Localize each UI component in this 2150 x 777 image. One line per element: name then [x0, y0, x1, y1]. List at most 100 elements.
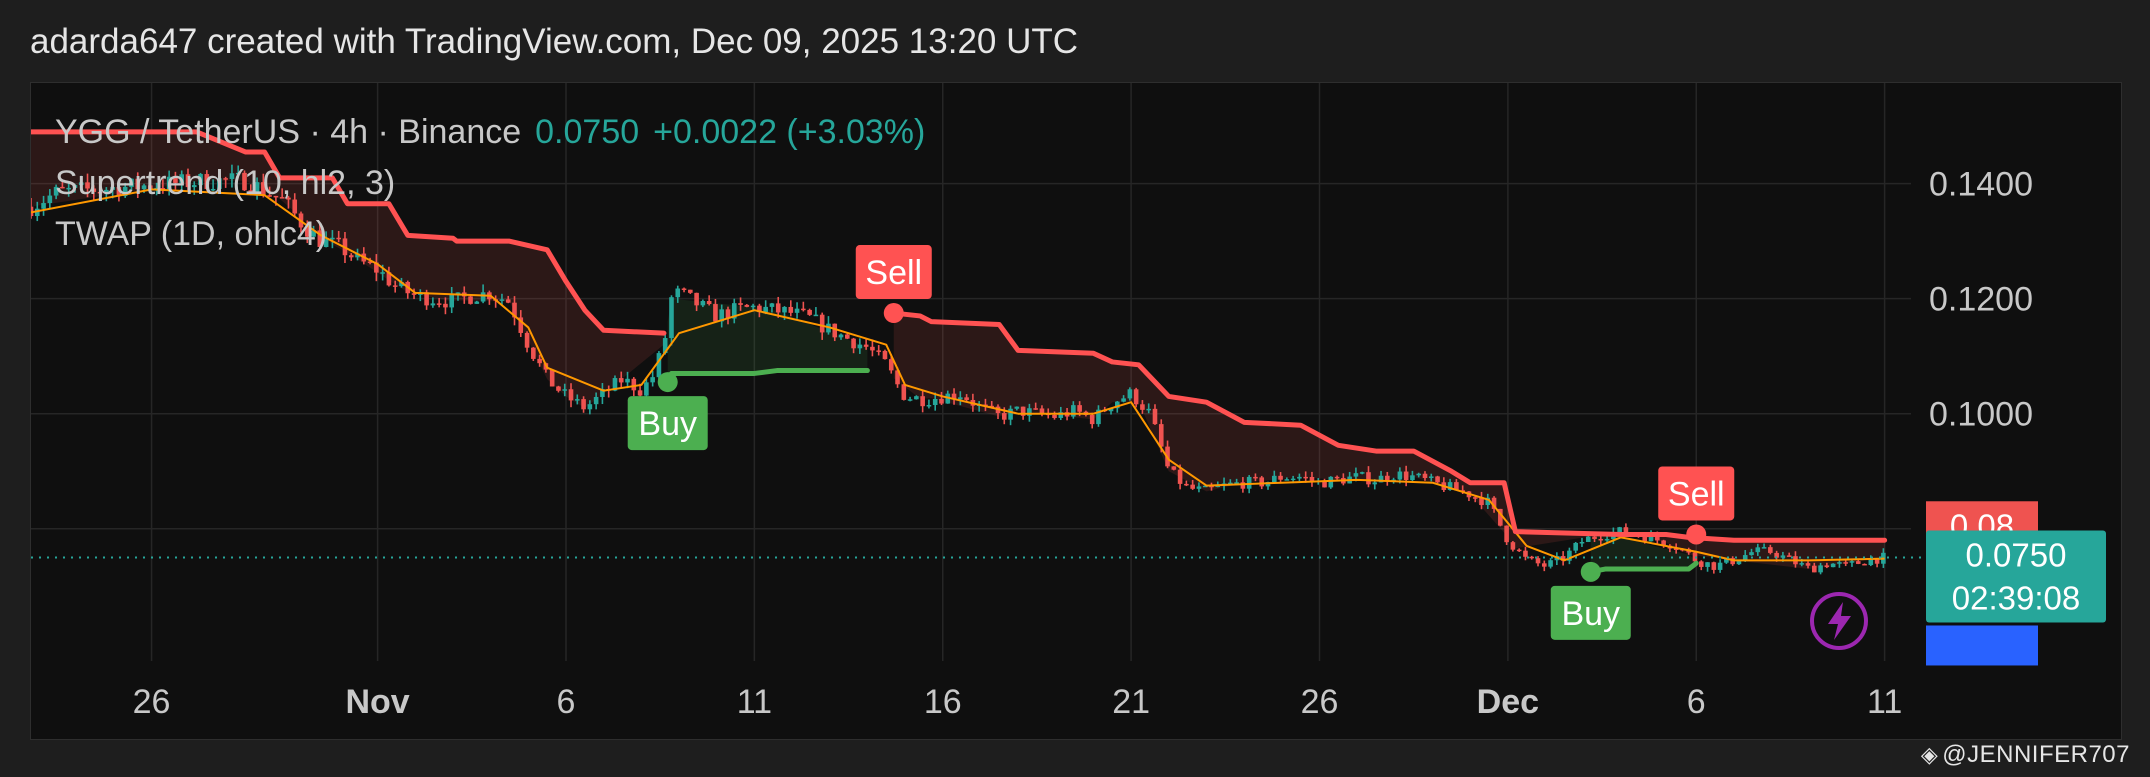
candle-body: [1592, 536, 1597, 539]
footer-brand: ◈ @JENNIFER707: [1921, 741, 2130, 769]
candle-body: [1849, 561, 1855, 563]
candle-body: [926, 405, 932, 407]
candle-body: [1774, 552, 1779, 558]
candle-body: [1529, 556, 1535, 559]
candle-body: [443, 303, 448, 308]
candle-body: [1567, 550, 1572, 561]
legend-symbol-row[interactable]: YGG / TetherUS · 4h · Binance 0.0750 +0.00…: [55, 107, 925, 158]
candle-body: [430, 303, 436, 306]
candle-body: [1730, 558, 1735, 565]
signal-badge: [1550, 585, 1631, 640]
candle-body: [323, 239, 329, 248]
candle-body: [694, 292, 699, 306]
candle-body: [1485, 497, 1491, 506]
candle-body: [1510, 542, 1516, 550]
price-chart[interactable]: Buy Sell Buy Sell 0.1400 0.1200 0.1000 26 Nov 6 1…: [31, 83, 2122, 740]
candle-body: [304, 227, 310, 237]
candle-body: [920, 396, 925, 407]
attribution-text: adarda647 created with TradingView.com, …: [30, 22, 1079, 61]
candle-body: [210, 188, 216, 191]
candle-body: [531, 347, 536, 359]
candle-body: [669, 297, 674, 339]
legend-supertrend[interactable]: Supertrend (10, hl2, 3): [55, 164, 396, 202]
candle-body: [1422, 473, 1428, 479]
candle-body: [1039, 408, 1045, 414]
footer-brand-text: @JENNIFER707: [1942, 741, 2130, 768]
legend-symbol: YGG / TetherUS · 4h · Binance: [55, 113, 522, 151]
candle-body: [1202, 485, 1208, 488]
candle-body: [229, 173, 235, 179]
candle-body: [524, 332, 530, 348]
candle-body: [512, 302, 517, 318]
candle-body: [1253, 476, 1258, 479]
candle-body: [1749, 552, 1754, 556]
candle-body: [1121, 398, 1126, 402]
lightning-bolt-icon[interactable]: [1810, 592, 1868, 650]
candle-body: [254, 182, 260, 194]
candle-body: [813, 314, 819, 317]
candle-body: [1780, 555, 1786, 558]
candle-body: [367, 261, 373, 263]
candle-body: [1830, 563, 1836, 568]
candle-body: [191, 185, 197, 188]
candle-body: [782, 306, 787, 313]
candle-body: [1152, 408, 1158, 425]
candle-body: [901, 384, 907, 400]
candle-body: [882, 350, 888, 360]
candle-body: [637, 390, 643, 396]
candle-body: [581, 399, 586, 410]
candle-body: [1171, 466, 1177, 470]
candle-body: [1736, 561, 1742, 565]
signal-badge: [1658, 466, 1735, 521]
candle-body: [1504, 525, 1509, 543]
chart-panel[interactable]: Buy Sell Buy Sell 0.1400 0.1200 0.1000 26 Nov 6 1…: [30, 82, 2122, 740]
candle-body: [1033, 408, 1038, 410]
candle-body: [1435, 476, 1440, 483]
candle-body: [166, 176, 172, 190]
candle-body: [273, 195, 279, 198]
candle-body: [223, 178, 228, 180]
candle-body: [1523, 550, 1528, 557]
candle-body: [1585, 536, 1591, 542]
alert-bolt: [1828, 602, 1851, 640]
signal-label: Buy: [638, 405, 697, 443]
legend-twap[interactable]: TWAP (1D, ohlc4): [55, 215, 328, 253]
candle-body: [1642, 535, 1648, 542]
candle-body: [173, 176, 178, 183]
candle-body: [330, 237, 335, 240]
candle-body: [242, 172, 247, 191]
candle-body: [989, 405, 995, 408]
candle-body: [1184, 483, 1189, 486]
supertrend-fill-up: [1590, 533, 1697, 572]
candle-body: [1805, 563, 1811, 566]
axis-layer: 0.1400 0.1200 0.1000 26 Nov 6 11 16 21 26 Dec 6 11: [31, 166, 2033, 721]
candle-body: [907, 399, 913, 401]
candle-body: [876, 350, 881, 352]
supertrend-line-up: [665, 368, 870, 385]
grid-layer: [31, 83, 1911, 661]
signal-dot: [883, 303, 904, 324]
candle-body: [41, 203, 46, 209]
candle-body: [1799, 563, 1805, 565]
candle-body: [1001, 413, 1007, 420]
candle-body: [1811, 565, 1817, 573]
candle-body: [1843, 562, 1848, 564]
candle-body: [895, 370, 900, 385]
candle-body: [248, 190, 254, 194]
alert-ring: [1810, 592, 1868, 650]
candle-body: [656, 353, 662, 378]
candle-body: [688, 289, 693, 293]
candle-body: [380, 272, 385, 274]
secondary-price-label: [1926, 625, 2038, 666]
candle-body: [1177, 469, 1183, 484]
candle-body: [537, 358, 542, 364]
candle-body: [700, 300, 706, 306]
candle-body: [279, 197, 285, 199]
candle-body: [681, 288, 687, 291]
candle-body: [505, 299, 511, 303]
candle-body: [1410, 475, 1415, 481]
supertrend-fill-down: [893, 313, 1885, 569]
candle-body: [185, 174, 191, 188]
candle-body: [832, 323, 838, 338]
